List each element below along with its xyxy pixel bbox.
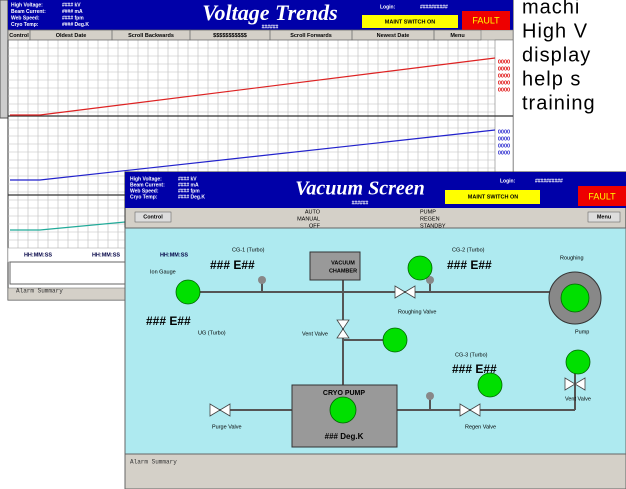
status-label: High Voltage:	[11, 2, 43, 8]
toolbar-button[interactable]: $$$$$$$$$$$	[213, 33, 247, 39]
status-value: #### kV	[62, 2, 81, 8]
status-label: Cryo Temp:	[11, 22, 39, 28]
login-label: Login:	[500, 178, 516, 184]
gauge-readout: ### E##	[452, 362, 497, 376]
readout: 0000	[498, 59, 510, 65]
chamber-label: CHAMBER	[329, 268, 357, 274]
toolbar-button[interactable]: Menu	[450, 33, 464, 39]
page: machiHigh Vdisplayhelp straining Login: …	[0, 0, 626, 489]
control-button[interactable]: Control	[143, 214, 163, 220]
readout: 0000	[498, 66, 510, 72]
component-label: Vent Valve	[565, 396, 591, 402]
readout: 0000	[498, 150, 510, 156]
mode-label: MANUAL	[297, 216, 320, 222]
toolbar-button[interactable]: Newest Date	[377, 33, 410, 39]
maint-switch: MAINT SWITCH ON	[468, 194, 518, 200]
component-label: CG-2 (Turbo)	[452, 247, 485, 253]
toolbar-button[interactable]: Scroll Backwards	[128, 33, 174, 39]
screen-subtitle: ######	[262, 24, 279, 30]
maint-switch: MAINT SWITCH ON	[385, 19, 435, 25]
mode-label: AUTO	[305, 209, 321, 215]
fault[interactable]: FAULT	[472, 15, 500, 25]
readout: 0000	[498, 143, 510, 149]
doc-line: machi	[522, 0, 580, 18]
alarm-summary[interactable]: Alarm Summary	[16, 288, 63, 295]
status-value: #### fpm	[62, 15, 84, 21]
fault[interactable]: FAULT	[588, 191, 616, 201]
login-label: Login:	[380, 4, 396, 10]
status-label: Cryo Temp:	[130, 194, 158, 200]
component-label: Pump	[575, 329, 589, 335]
gauge-readout: ### E##	[447, 258, 492, 272]
component-label: UG (Turbo)	[198, 330, 226, 336]
mode-label: OFF	[309, 223, 321, 229]
status-label: Web Speed:	[11, 15, 40, 21]
gauge-readout: ### E##	[210, 258, 255, 272]
screen-title: Voltage Trends	[202, 0, 337, 25]
toolbar-button[interactable]: Control	[9, 33, 29, 39]
mode-label: REGEN	[420, 216, 440, 222]
cryo-temp: ### Deg.K	[325, 432, 364, 441]
component-label: Roughing	[560, 255, 584, 261]
chamber-label: VACUUM	[331, 260, 355, 266]
status-value: #### Deg.K	[178, 194, 205, 200]
gauge-readout: ### E##	[146, 314, 191, 328]
toolbar-button[interactable]: Scroll Forwards	[290, 33, 332, 39]
alarm-summary[interactable]: Alarm Summary	[130, 459, 177, 466]
component-label: Regen Valve	[465, 424, 496, 430]
status-value: #### mA	[62, 9, 83, 15]
readout: 0000	[498, 129, 510, 135]
status-value: #### Deg.K	[62, 22, 89, 28]
component-label: CG-3 (Turbo)	[455, 352, 488, 358]
readout: 0000	[498, 136, 510, 142]
component-label: CG-1 (Turbo)	[232, 247, 265, 253]
status-label: Beam Current:	[11, 9, 46, 15]
doc-line: help s	[522, 68, 581, 90]
screen-subtitle: ######	[352, 200, 369, 206]
doc-line: training	[522, 92, 596, 114]
screen-title: Vacuum Screen	[295, 178, 424, 200]
time-label: HH:MM:SS	[24, 252, 52, 258]
component-label: Vent Valve	[302, 331, 328, 337]
component-label: Purge Valve	[212, 424, 242, 430]
readout: 0000	[498, 80, 510, 86]
readout: 0000	[498, 87, 510, 93]
readout: 0000	[498, 73, 510, 79]
doc-line: display	[522, 44, 591, 66]
cryo-label: CRYO PUMP	[323, 390, 365, 397]
doc-line: High V	[522, 20, 588, 42]
toolbar-button[interactable]: Oldest Date	[56, 33, 87, 39]
mode-label: PUMP	[420, 209, 436, 215]
mode-label: STANDBY	[420, 223, 446, 229]
menu-button[interactable]: Menu	[597, 214, 611, 220]
login-value: ##########	[420, 4, 448, 10]
login-value: ##########	[535, 178, 563, 184]
time-label: HH:MM:SS	[92, 252, 120, 258]
component-label: Ion Gauge	[150, 269, 176, 275]
component-label: Roughing Valve	[398, 309, 436, 315]
time-label: HH:MM:SS	[160, 252, 188, 258]
